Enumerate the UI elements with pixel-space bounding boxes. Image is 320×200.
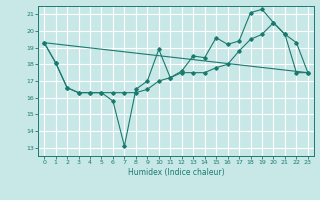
X-axis label: Humidex (Indice chaleur): Humidex (Indice chaleur) [128,168,224,177]
